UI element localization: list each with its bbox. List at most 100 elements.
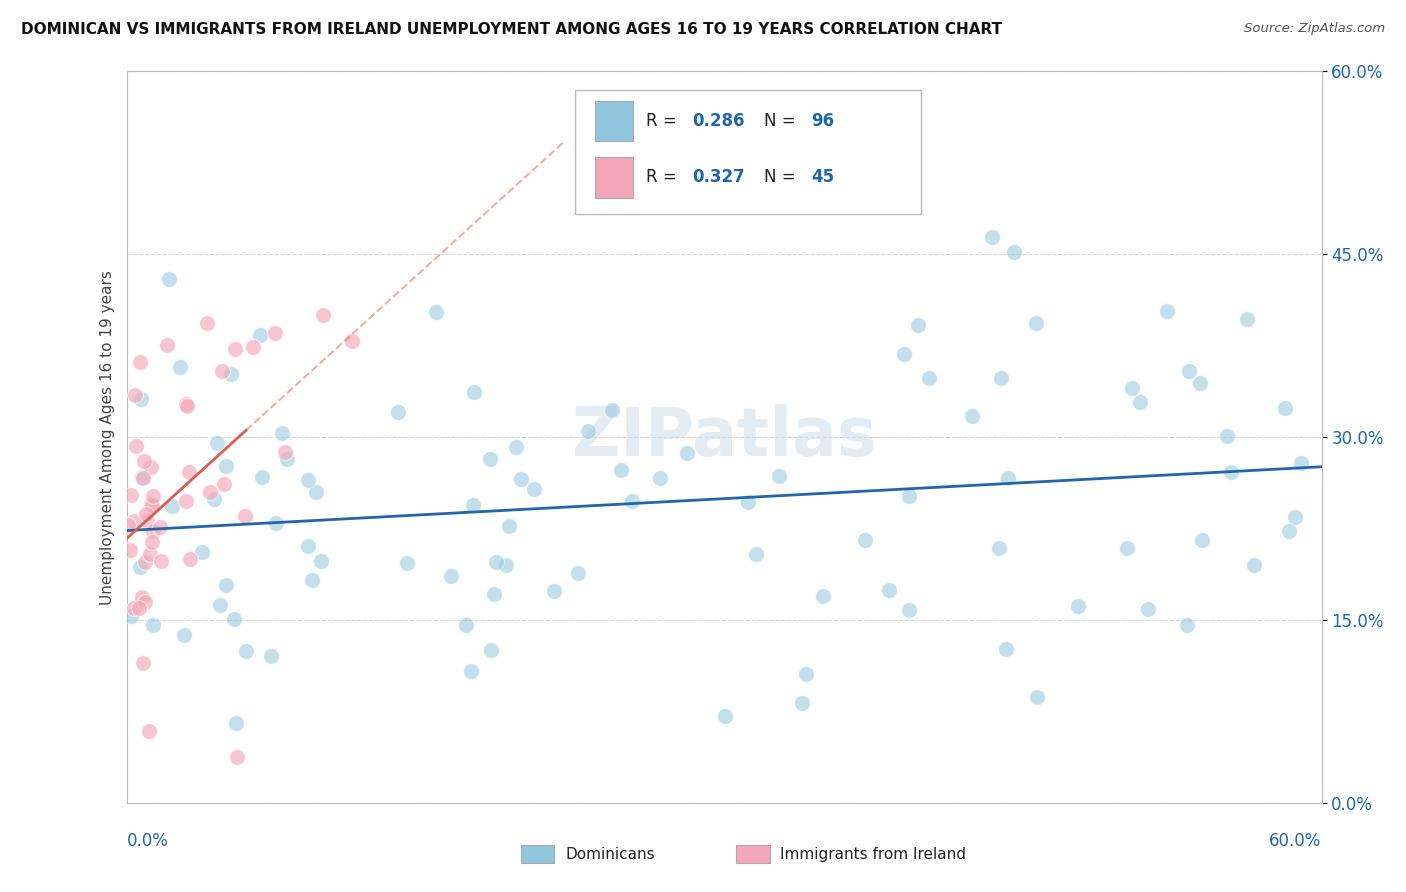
Point	[484, 556, 506, 570]
Point	[141, 534, 163, 549]
Text: R =: R =	[647, 112, 682, 130]
Text: N =: N =	[763, 169, 800, 186]
Point	[136, 513, 159, 527]
Point	[567, 566, 589, 580]
Bar	[595, 101, 633, 141]
Point	[768, 469, 790, 483]
Point	[1067, 599, 1090, 613]
Point	[1116, 541, 1139, 555]
Point	[811, 589, 834, 603]
Point	[1178, 364, 1201, 378]
Point	[169, 359, 191, 374]
Text: DOMINICAN VS IMMIGRANTS FROM IRELAND UNEMPLOYMENT AMONG AGES 16 TO 19 YEARS CORR: DOMINICAN VS IMMIGRANTS FROM IRELAND UNE…	[21, 22, 1002, 37]
Point	[125, 439, 148, 453]
Point	[139, 460, 162, 475]
Text: Immigrants from Ireland: Immigrants from Ireland	[780, 847, 966, 862]
Point	[122, 600, 145, 615]
Point	[129, 355, 152, 369]
Point	[124, 388, 146, 402]
Point	[600, 403, 623, 417]
Point	[212, 477, 235, 491]
Point	[211, 364, 233, 378]
Point	[219, 367, 242, 381]
Point	[198, 484, 221, 499]
Point	[297, 473, 319, 487]
Point	[479, 643, 502, 657]
Point	[128, 559, 150, 574]
Point	[138, 724, 160, 739]
Point	[191, 545, 214, 559]
Point	[794, 666, 817, 681]
Point	[128, 601, 150, 615]
Point	[1156, 304, 1178, 318]
Point	[135, 508, 157, 522]
Text: 0.0%: 0.0%	[127, 832, 169, 850]
Point	[995, 642, 1018, 657]
Point	[1289, 456, 1312, 470]
Text: ZIPatlas: ZIPatlas	[572, 404, 876, 470]
Point	[498, 519, 520, 533]
Point	[907, 318, 929, 332]
Point	[505, 440, 527, 454]
Point	[714, 709, 737, 723]
Point	[141, 497, 163, 511]
Point	[120, 488, 142, 502]
Point	[264, 516, 287, 531]
Point	[129, 392, 152, 407]
Point	[242, 340, 264, 354]
Point	[1175, 617, 1198, 632]
Point	[117, 517, 139, 532]
Point	[208, 598, 231, 612]
Point	[148, 519, 170, 533]
Point	[853, 533, 876, 548]
Point	[1216, 429, 1239, 443]
Point	[990, 370, 1012, 384]
Point	[150, 554, 173, 568]
Point	[456, 617, 478, 632]
Point	[576, 424, 599, 438]
Point	[1278, 524, 1301, 539]
Point	[1191, 533, 1213, 547]
Point	[482, 587, 505, 601]
Point	[122, 514, 145, 528]
Point	[131, 470, 153, 484]
Point	[173, 628, 195, 642]
Point	[132, 454, 155, 468]
Point	[1129, 394, 1152, 409]
Point	[156, 338, 179, 352]
Point	[202, 491, 225, 506]
Point	[264, 326, 287, 340]
Point	[737, 494, 759, 508]
Point	[177, 465, 200, 479]
Point	[1236, 312, 1258, 326]
Point	[988, 541, 1011, 555]
Point	[132, 656, 155, 670]
Point	[396, 556, 419, 570]
Point	[121, 609, 143, 624]
Point	[142, 489, 165, 503]
Point	[118, 543, 141, 558]
Point	[980, 230, 1002, 244]
Point	[745, 547, 768, 561]
Bar	[595, 157, 633, 197]
Point	[274, 444, 297, 458]
Point	[311, 554, 333, 568]
Point	[342, 334, 364, 348]
Point	[425, 305, 447, 319]
Point	[142, 524, 165, 538]
Point	[174, 397, 197, 411]
FancyBboxPatch shape	[575, 90, 921, 214]
Point	[620, 493, 643, 508]
Point	[879, 582, 901, 597]
Point	[897, 490, 920, 504]
Point	[297, 539, 319, 553]
Point	[897, 602, 920, 616]
Text: 0.327: 0.327	[692, 169, 745, 186]
Point	[249, 327, 271, 342]
Point	[918, 371, 941, 385]
Point	[250, 470, 273, 484]
Point	[440, 568, 463, 582]
Text: 96: 96	[811, 112, 834, 130]
Point	[215, 459, 238, 474]
Point	[510, 472, 533, 486]
